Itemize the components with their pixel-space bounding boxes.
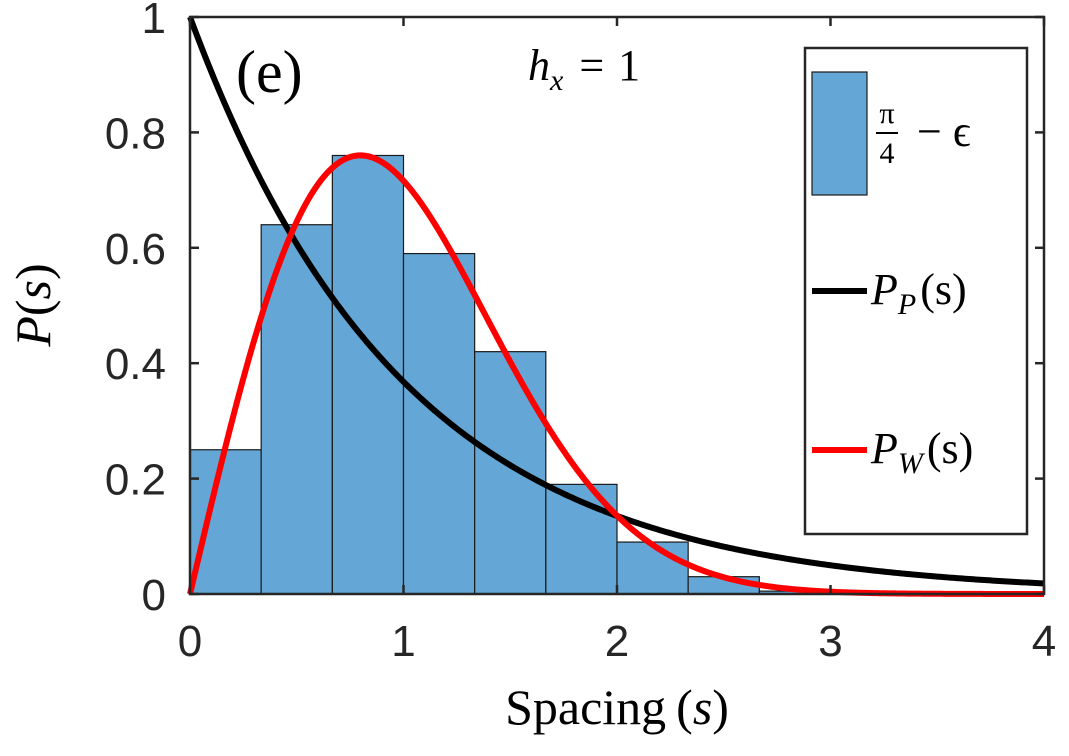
y-axis-label-var: s — [5, 280, 61, 299]
annotation-hx: hx = 1 — [528, 41, 640, 97]
legend-patch-swatch — [811, 71, 868, 196]
y-tick-label-5: 1 — [142, 0, 166, 43]
annotation-relation: = — [579, 41, 604, 90]
x-tick-label-2: 2 — [605, 617, 629, 666]
legend-pp-label: PP(s) — [870, 265, 967, 321]
legend-patch-rest: − ϵ — [917, 107, 971, 156]
y-tick-label-0: 0 — [142, 571, 166, 620]
y-tick-label-4: 0.8 — [105, 109, 166, 158]
panel-label: (e) — [236, 39, 303, 105]
legend: π 4 − ϵ PP(s) PW(s) — [803, 46, 1029, 536]
y-tick-label-3: 0.6 — [105, 225, 166, 274]
annotation-value: 1 — [618, 41, 640, 90]
x-tick-label-4: 4 — [1032, 617, 1056, 666]
histogram-bar-0 — [189, 449, 262, 595]
x-tick-label-0: 0 — [178, 617, 202, 666]
histogram-bar-6 — [616, 541, 689, 595]
y-axis-label: P(s) — [5, 263, 61, 347]
annotation-symbol: h — [528, 41, 550, 90]
histogram-bar-3 — [402, 252, 476, 595]
annotation-subscript: x — [549, 64, 564, 97]
histogram-bar-4 — [474, 351, 547, 595]
x-axis-label-var: s — [693, 679, 712, 735]
x-axis-label-text: Spacing — [505, 679, 666, 735]
tick-labels: 0 1 2 3 4 0 0.2 0.4 0.6 0.8 1 — [105, 0, 1056, 666]
legend-patch-den: 4 — [880, 137, 895, 170]
y-tick-label-1: 0.2 — [105, 456, 166, 505]
legend-pw-label: PW(s) — [870, 424, 973, 480]
x-tick-label-3: 3 — [818, 617, 842, 666]
axis-ticks — [188, 15, 1046, 596]
x-tick-label-1: 1 — [391, 617, 415, 666]
y-axis-label-text: P — [5, 316, 61, 348]
y-tick-label-2: 0.4 — [105, 340, 166, 389]
legend-patch-num: π — [879, 97, 894, 130]
x-axis-label: Spacing (s) — [505, 679, 729, 735]
